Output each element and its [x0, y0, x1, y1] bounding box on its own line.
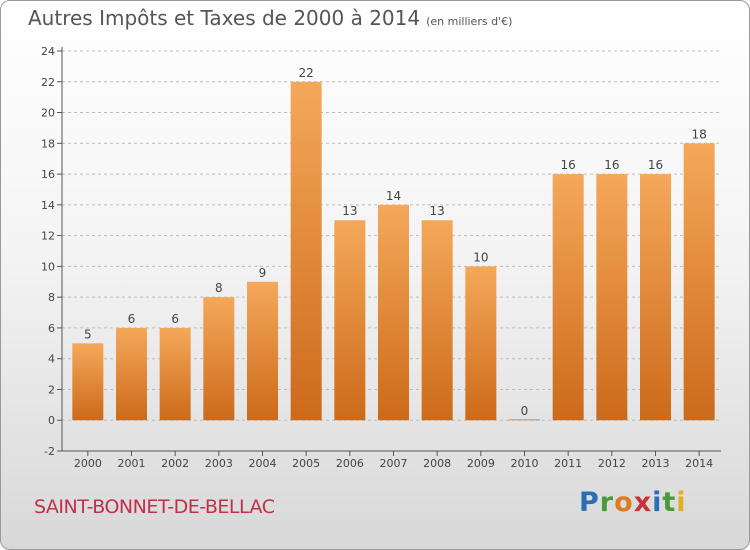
x-tick-label-2010: 2010	[511, 457, 539, 470]
y-tick-label: 10	[41, 260, 55, 273]
x-tick-label-2007: 2007	[380, 457, 408, 470]
x-tick-label-2013: 2013	[642, 457, 670, 470]
data-label-2007: 14	[386, 189, 401, 203]
logo-letter: r	[599, 487, 615, 518]
y-tick-label: 24	[41, 45, 55, 58]
y-tick-label: 2	[48, 383, 55, 396]
x-tick-label-2004: 2004	[249, 457, 277, 470]
chart-title-main: Autres Impôts et Taxes de 2000 à 2014	[28, 6, 421, 30]
bar-2004	[247, 281, 278, 421]
logo-letter: t	[662, 487, 677, 518]
x-tick-label-2009: 2009	[467, 457, 495, 470]
data-label-2004: 9	[259, 266, 267, 280]
x-tick-label-2000: 2000	[74, 457, 102, 470]
data-label-2012: 16	[604, 158, 619, 172]
data-label-2014: 18	[692, 127, 707, 141]
bar-2010	[509, 419, 540, 421]
bar-2011	[552, 174, 584, 421]
x-tick-label-2001: 2001	[118, 457, 146, 470]
x-tick-label-2005: 2005	[292, 457, 320, 470]
bar-2012	[596, 174, 628, 421]
bar-2014	[683, 143, 715, 421]
logo-letter: x	[633, 487, 653, 518]
y-tick-label: 22	[41, 76, 55, 89]
x-tick-label-2014: 2014	[685, 457, 713, 470]
chart-title-unit: (en milliers d'€)	[426, 15, 513, 28]
bar-2007	[378, 204, 409, 421]
y-tick-label: 12	[41, 230, 55, 243]
y-tick-label: 18	[41, 137, 55, 150]
data-label-2006: 13	[342, 204, 357, 218]
bar-2006	[334, 220, 366, 421]
y-tick-label: 4	[48, 353, 55, 366]
data-label-2010: 0	[521, 404, 529, 418]
y-tick-label: 0	[48, 414, 55, 427]
bar-2001	[116, 327, 147, 421]
data-label-2003: 8	[215, 281, 223, 295]
bar-2003	[203, 297, 235, 421]
y-tick-label: 20	[41, 107, 55, 120]
bar-2009	[465, 266, 497, 421]
proxiti-logo: Proxiti	[579, 487, 687, 518]
data-label-2002: 6	[171, 312, 179, 326]
bar-2013	[640, 174, 671, 421]
y-tick-label: 8	[48, 291, 55, 304]
data-label-2011: 16	[561, 158, 576, 172]
chart-title: Autres Impôts et Taxes de 2000 à 2014 (en…	[28, 6, 512, 30]
logo-letter: P	[579, 487, 600, 518]
data-labels: 5 6 6 8 9 22 13 14 13 10 0 16 16 16 18	[84, 66, 707, 418]
y-tick-label: 6	[48, 322, 55, 335]
logo-letter: i	[652, 487, 663, 518]
commune-name: SAINT-BONNET-DE-BELLAC	[34, 496, 275, 518]
y-tick-label: -2	[44, 445, 55, 458]
bar-2005	[290, 81, 322, 421]
x-tick-label-2002: 2002	[161, 457, 189, 470]
x-tick-label-2012: 2012	[598, 457, 626, 470]
logo-letter: i	[676, 487, 687, 518]
x-tick-label-2003: 2003	[205, 457, 233, 470]
data-label-2005: 22	[299, 66, 314, 80]
bar-2002	[159, 327, 191, 421]
data-label-2000: 5	[84, 327, 92, 341]
y-tick-label: 16	[41, 168, 55, 181]
bars	[72, 81, 715, 421]
y-tick-label: 14	[41, 199, 55, 212]
x-tick-label-2011: 2011	[554, 457, 582, 470]
x-tick-label-2006: 2006	[336, 457, 364, 470]
data-label-2013: 16	[648, 158, 663, 172]
x-tick-label-2008: 2008	[423, 457, 451, 470]
bar-2008	[421, 220, 453, 421]
data-label-2009: 10	[473, 250, 488, 264]
data-label-2008: 13	[430, 204, 445, 218]
bar-2000	[72, 343, 104, 421]
logo-letter: o	[614, 487, 634, 518]
data-label-2001: 6	[128, 312, 136, 326]
